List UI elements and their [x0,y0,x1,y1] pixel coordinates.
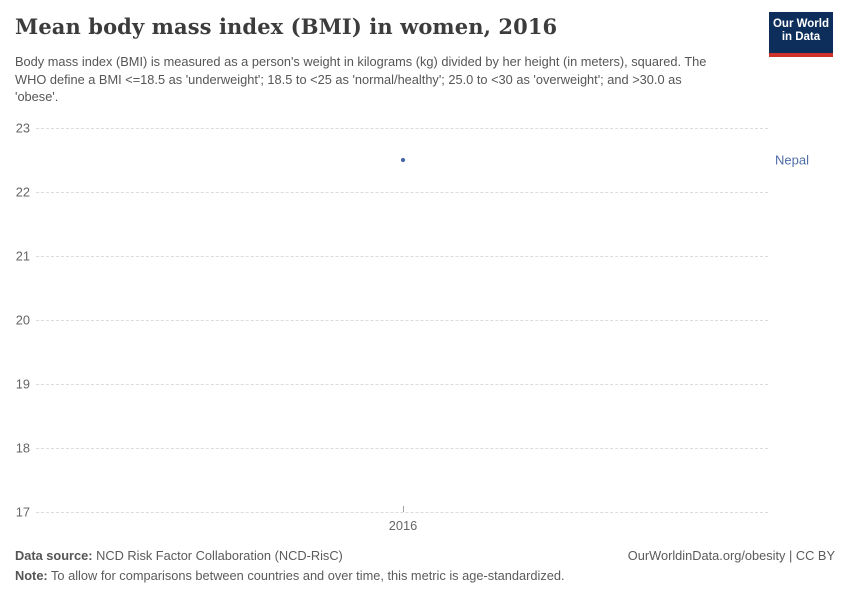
y-axis-tick-21: 21 [15,248,30,263]
note-line: Note: To allow for comparisons between c… [15,568,565,583]
gridline-y-21 [36,255,768,257]
note-text: To allow for comparisons between countri… [47,568,565,583]
y-axis-tick-19: 19 [15,376,30,391]
data-source-label: Data source: [15,548,93,563]
y-axis-tick-23: 23 [15,120,30,135]
data-point-nepal[interactable] [401,157,405,162]
chart-subtitle: Body mass index (BMI) is measured as a p… [15,54,707,104]
gridline-y-22 [36,191,768,193]
note-label: Note: [15,568,48,583]
license-link[interactable]: OurWorldinData.org/obesity | CC BY [627,548,835,563]
data-source-text: NCD Risk Factor Collaboration (NCD-RisC) [92,548,343,563]
page-title: Mean body mass index (BMI) in women, 201… [15,14,558,39]
y-axis-tick-18: 18 [15,440,30,455]
chart-footer: Data source: NCD Risk Factor Collaborati… [15,548,835,588]
gridline-y-19 [36,383,768,385]
entity-label-nepal[interactable]: Nepal [775,152,809,167]
gridline-y-18 [36,447,768,449]
y-axis-tick-20: 20 [15,312,30,327]
owid-logo-text: Our World in Data [772,17,829,44]
owid-logo[interactable]: Our World in Data [769,12,833,57]
x-axis-tick-mark [403,505,404,512]
data-source-line: Data source: NCD Risk Factor Collaborati… [15,548,343,563]
gridline-y-17 [36,511,768,513]
x-axis-tick-label: 2016 [388,517,418,533]
y-axis-tick-22: 22 [15,184,30,199]
gridline-y-23 [36,127,768,129]
y-axis-tick-17: 17 [15,504,30,519]
gridline-y-20 [36,319,768,321]
